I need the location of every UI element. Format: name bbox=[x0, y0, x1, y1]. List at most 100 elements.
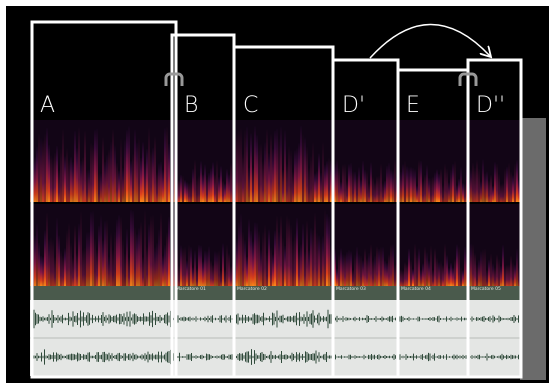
spectrum-streak bbox=[388, 254, 390, 286]
spectrum-streak bbox=[42, 257, 44, 286]
spectrum-streak bbox=[182, 248, 184, 286]
spectrum-streak bbox=[324, 209, 326, 286]
spectrum-streak bbox=[74, 131, 76, 202]
spectrum-streak bbox=[438, 174, 440, 202]
spectrum-streak bbox=[504, 169, 506, 202]
spectrum-streak bbox=[250, 133, 252, 202]
spectrum-streak bbox=[378, 249, 380, 286]
spectrum-streak bbox=[218, 177, 220, 202]
spectrum-streak bbox=[488, 180, 490, 202]
spectrum-streak bbox=[282, 237, 284, 286]
spectrum-streak bbox=[66, 148, 68, 202]
spectrum-streak bbox=[68, 159, 70, 202]
spectrum-streak bbox=[64, 156, 66, 202]
spectrum-streak bbox=[414, 169, 416, 202]
spectrum-streak bbox=[90, 212, 92, 286]
spectrum-streak bbox=[226, 169, 228, 202]
spectrum-streak bbox=[382, 183, 384, 202]
spectrum-streak bbox=[502, 183, 504, 202]
spectrum-streak bbox=[158, 163, 160, 202]
spectrum-streak bbox=[150, 216, 152, 286]
spectrum-streak bbox=[38, 133, 40, 202]
spectrum-streak bbox=[78, 224, 80, 286]
spectrum-streak bbox=[82, 157, 84, 202]
spectrum-streak bbox=[264, 225, 266, 286]
spectrum-streak bbox=[76, 253, 78, 286]
spectrum-streak bbox=[318, 154, 320, 202]
spectrum-streak bbox=[432, 270, 434, 286]
spectrum-streak bbox=[126, 229, 128, 286]
spectrum-streak bbox=[192, 169, 194, 202]
spectrum-streak bbox=[236, 133, 238, 202]
spectrum-streak bbox=[112, 129, 114, 202]
spectrum-streak bbox=[240, 128, 242, 202]
spectrum-streak bbox=[310, 228, 312, 286]
spectrum-streak bbox=[206, 177, 208, 202]
spectrum-streak bbox=[138, 138, 140, 202]
spectrum-streak bbox=[340, 248, 342, 286]
spectrum-streak bbox=[122, 239, 124, 286]
spectrum-streak bbox=[214, 174, 216, 202]
spectrum-streak bbox=[206, 251, 208, 286]
spectrum-streak bbox=[84, 247, 86, 286]
spectrum-streak bbox=[276, 215, 278, 286]
spectrum-streak bbox=[88, 169, 90, 202]
spectrum-streak bbox=[270, 247, 272, 286]
spectrum-streak bbox=[454, 259, 456, 286]
spectrum-streak bbox=[284, 246, 286, 286]
spectrum-streak bbox=[92, 144, 94, 202]
spectrum-streak bbox=[310, 156, 312, 202]
spectrum-streak bbox=[498, 259, 500, 286]
spectrum-streak bbox=[86, 232, 88, 286]
spectrum-streak bbox=[308, 167, 310, 202]
spectrum-streak bbox=[476, 264, 478, 286]
spectrum-streak bbox=[354, 254, 356, 286]
spectrum-streak bbox=[512, 262, 514, 286]
spectrum-streak bbox=[388, 163, 390, 202]
spectrum-streak bbox=[280, 215, 282, 286]
spectrum-streak bbox=[328, 158, 330, 202]
spectrum-streak bbox=[500, 266, 502, 286]
spectrum-streak bbox=[410, 167, 412, 202]
spectrum-streak bbox=[418, 160, 420, 202]
spectrum-streak bbox=[100, 215, 102, 286]
spectrum-streak bbox=[208, 173, 210, 202]
spectrum-streak bbox=[308, 250, 310, 286]
spectrum-streak bbox=[292, 240, 294, 286]
spectrum-streak bbox=[252, 241, 254, 286]
spectrum-streak bbox=[118, 171, 120, 202]
spectrum-streak bbox=[404, 262, 406, 286]
spectrum-streak bbox=[130, 161, 132, 202]
spectrum-streak bbox=[458, 179, 460, 202]
segment-label: B bbox=[184, 93, 198, 118]
spectrum-streak bbox=[290, 150, 292, 202]
spectrum-streak bbox=[434, 248, 436, 286]
spectrum-streak bbox=[246, 257, 248, 286]
spectrum-streak bbox=[426, 252, 428, 286]
spectrum-streak bbox=[268, 153, 270, 202]
spectrum-streak bbox=[400, 269, 402, 286]
spectrum-streak bbox=[282, 170, 284, 202]
spectrum-streak bbox=[406, 264, 408, 286]
spectrum-streak bbox=[204, 165, 206, 202]
spectrum-streak bbox=[462, 183, 464, 202]
spectrum-streak bbox=[288, 146, 290, 202]
spectrum-streak bbox=[472, 244, 474, 286]
spectrum-streak bbox=[178, 180, 180, 202]
spectrum-streak bbox=[90, 142, 92, 202]
spectrum-streak bbox=[124, 139, 126, 202]
spectrum-streak bbox=[104, 162, 106, 202]
spectrum-streak bbox=[76, 148, 78, 202]
marker-label: Marcatore 01 bbox=[176, 286, 206, 292]
spectrum-streak bbox=[184, 247, 186, 286]
spectrum-streak bbox=[406, 166, 408, 202]
spectrum-streak bbox=[120, 216, 122, 286]
spectrum-streak bbox=[452, 164, 454, 202]
spectrum-streak bbox=[456, 245, 458, 286]
spectrum-streak bbox=[506, 167, 508, 202]
spectrum-streak bbox=[510, 171, 512, 202]
spectrum-streak bbox=[408, 167, 410, 202]
spectrum-streak bbox=[462, 270, 464, 286]
spectrum-streak bbox=[342, 164, 344, 202]
spectrum-streak bbox=[224, 183, 226, 202]
